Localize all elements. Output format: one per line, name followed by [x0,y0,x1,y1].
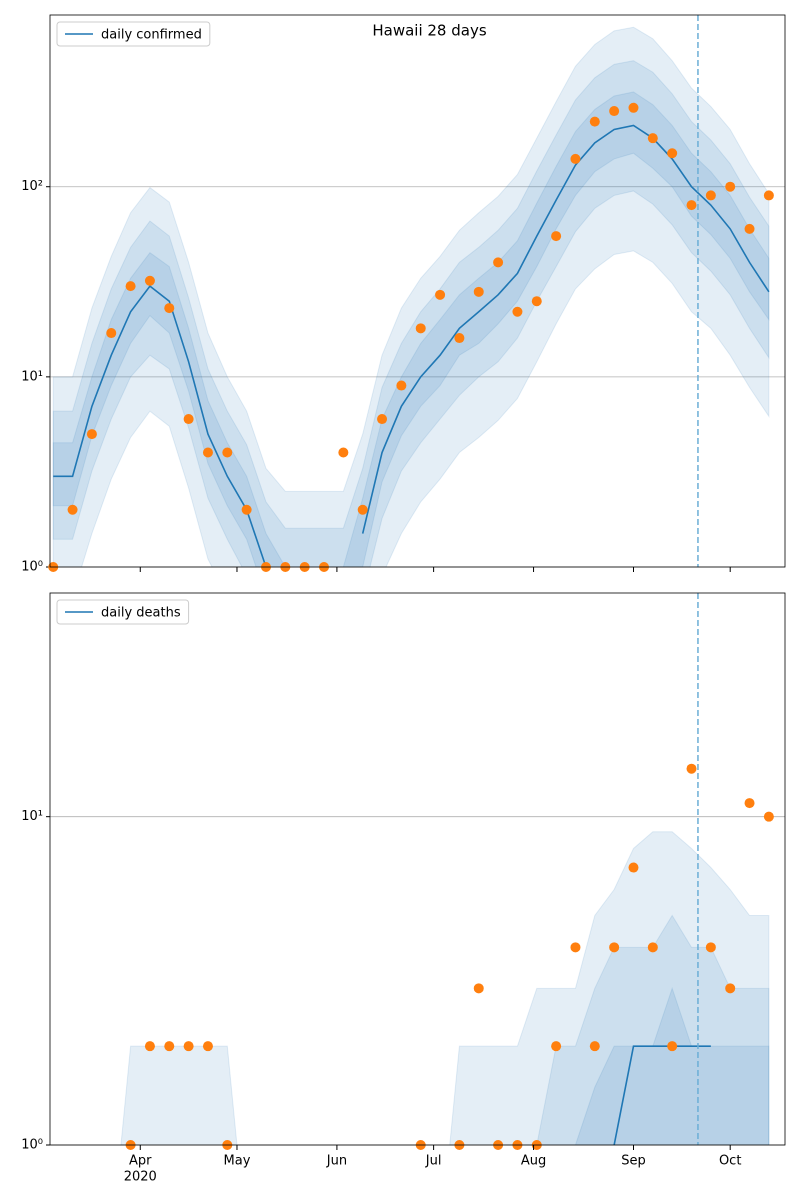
band [52,60,770,567]
legend-label: daily confirmed [101,28,202,43]
x-tick-label: Oct [719,1154,741,1169]
observed-point [357,504,368,515]
observed-point [609,106,620,117]
observed-point [512,306,523,317]
panel: 10⁰ 10¹ Apr May Jun Jul Aug Sep Oct 2020 daily dea… [21,592,786,1185]
x-tick-label: Aug [521,1154,546,1169]
observed-point [144,1041,155,1052]
series-line [53,124,770,567]
x-tick-label: Jul [425,1154,442,1169]
observed-point [647,133,658,144]
series-line [613,1045,711,1145]
observed-point [125,281,136,292]
observed-point [164,1041,175,1052]
x-tick-label: Jun [326,1154,347,1169]
observed-point [570,153,581,164]
legend: daily deaths [56,599,190,625]
legend-box [56,599,190,625]
band [574,986,770,1145]
legend-box [56,21,211,47]
observed-point [396,380,407,391]
x-year-label: 2020 [124,1170,157,1185]
observed-point [744,798,755,809]
band [536,914,770,1145]
observed-point [763,811,774,822]
y-tick-label: 10² [21,179,43,194]
observed-point [473,983,484,994]
observed-point [67,504,78,515]
observed-point [744,223,755,234]
observed-point [647,942,658,953]
band [52,26,770,567]
observed-point [551,231,562,242]
x-tick-label: Apr [129,1154,152,1169]
observed-point [338,447,349,458]
legend-label: daily deaths [101,606,181,621]
observed-point [164,303,175,314]
observed-point [686,763,697,774]
observed-point [86,429,97,440]
y-tick-label: 10¹ [21,369,43,384]
x-tick-label: May [224,1154,251,1169]
observed-point [725,181,736,192]
y-tick-label: 10¹ [21,809,43,824]
observed-point [222,447,233,458]
observed-point [628,102,639,113]
band [52,91,770,567]
legend: daily confirmed [56,21,211,47]
observed-point [144,275,155,286]
y-tick-label: 10⁰ [21,560,43,575]
observed-point [415,323,426,334]
y-tick-label: 10⁰ [21,1138,43,1153]
observed-point [183,414,194,425]
observed-point [531,296,542,307]
observed-point [183,1041,194,1052]
observed-point [628,862,639,873]
observed-point [473,286,484,297]
observed-point [106,328,117,339]
observed-point [589,116,600,127]
observed-point [570,942,581,953]
observed-point [705,190,716,201]
observed-point [454,333,465,344]
observed-point [725,983,736,994]
panel: 10⁰ 10¹ 10² Hawaii 28 days daily confirmed [21,14,786,575]
plot-area [120,831,770,1145]
observed-point [377,414,388,425]
observed-point [589,1041,600,1052]
observed-point [493,257,504,268]
x-tick-label: Sep [621,1154,646,1169]
observed-point [202,1041,213,1052]
plot-area [52,26,770,567]
observed-point [763,190,774,201]
observed-point [705,942,716,953]
observed-point [551,1041,562,1052]
observed-point [667,1041,678,1052]
axes-frame [49,14,786,568]
axes-frame [49,592,786,1146]
observed-point [667,148,678,159]
observed-point [609,942,620,953]
chart-title: Hawaii 28 days [372,22,486,40]
band [120,831,770,1145]
observed-point [686,200,697,211]
observed-point [241,504,252,515]
observed-point [435,289,446,300]
observed-point [202,447,213,458]
